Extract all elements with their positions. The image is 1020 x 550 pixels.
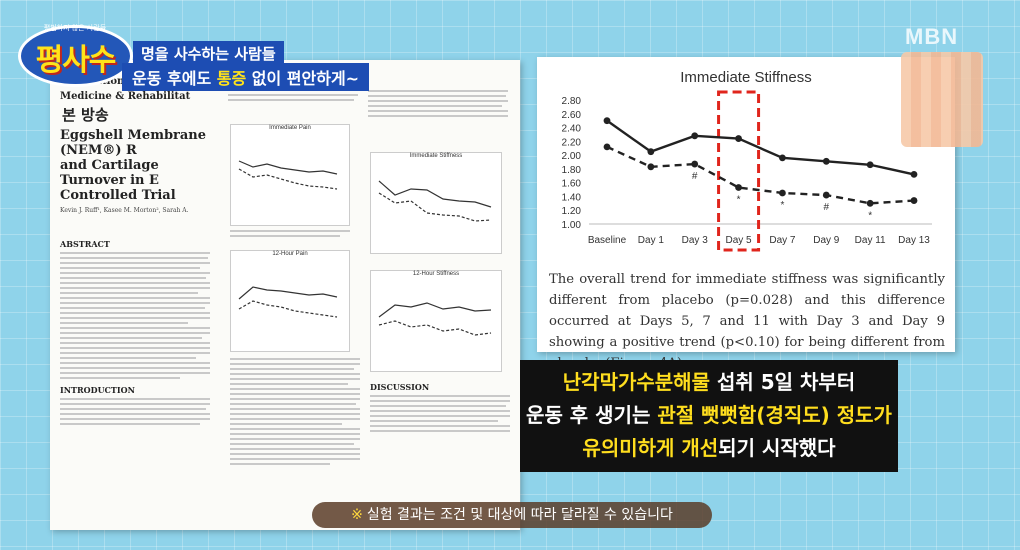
abstract-heading: ABSTRACT bbox=[60, 239, 110, 249]
y-tick-label: 2.80 bbox=[562, 96, 582, 107]
series-2-point bbox=[647, 163, 655, 171]
x-tick-label: Day 9 bbox=[813, 235, 840, 246]
paper-title-line2: and Cartilage Turnover in E bbox=[60, 158, 159, 188]
x-tick-label: Day 3 bbox=[682, 235, 709, 246]
discussion-heading: DISCUSSION bbox=[370, 382, 430, 392]
logo-text: 평사수 bbox=[35, 43, 117, 78]
series-2-point bbox=[691, 160, 699, 168]
mini-chart-title: 12-Hour Stiffness bbox=[412, 271, 460, 277]
notice-icon: ※ bbox=[351, 507, 363, 523]
chart-caption: The overall trend for immediate stiffnes… bbox=[549, 272, 945, 371]
research-paper-page: International Journal of Medicine & Reha… bbox=[50, 60, 520, 530]
x-tick-label: Day 5 bbox=[726, 235, 753, 246]
chart-title: Immediate Stiffness bbox=[680, 69, 812, 86]
series-1-point bbox=[735, 135, 742, 142]
y-tick-label: 2.00 bbox=[562, 151, 582, 162]
mini-chart-title: Immediate Pain bbox=[269, 125, 311, 131]
mini-chart-lines bbox=[378, 302, 492, 336]
subtitle-box: 난각막가수분해물 섭취 5일 차부터 운동 후 생기는 관절 뻣뻣함(경직도) … bbox=[520, 360, 898, 472]
mini-chart-title: Immediate Stiffness bbox=[409, 153, 463, 159]
series-1-point bbox=[822, 157, 830, 165]
series-2-point bbox=[779, 189, 786, 197]
mini-chart-lines bbox=[238, 286, 338, 318]
paper-title-line3: Controlled Trial bbox=[60, 188, 176, 203]
x-tick-label: Day 1 bbox=[638, 235, 665, 246]
series-1-point bbox=[866, 161, 874, 169]
middle-text-column bbox=[228, 94, 358, 104]
introduction-heading: INTRODUCTION bbox=[60, 385, 135, 395]
mini-chart-lines bbox=[238, 160, 338, 190]
notice-text: 실험 결과는 조건 및 대상에 따라 달라질 수 있습니다 bbox=[366, 507, 673, 523]
introduction-text-lines bbox=[60, 398, 220, 425]
series-2-point bbox=[822, 191, 830, 199]
significance-marker: # bbox=[824, 202, 830, 213]
discussion-section: DISCUSSION bbox=[370, 376, 510, 435]
series-2-point bbox=[866, 199, 874, 207]
logo-badge bbox=[18, 25, 133, 87]
series-1-point bbox=[603, 117, 611, 125]
series-1-point bbox=[647, 148, 655, 156]
subtitle-line2-highlight: 관절 뻣뻣함(경직도) 정도가 bbox=[657, 403, 892, 427]
subtitle-line1-rest: 섭취 5일 차부터 bbox=[709, 370, 856, 394]
subtitle-line3-highlight: 유의미하게 개선 bbox=[582, 436, 719, 460]
paper-authors: Kevin J. Ruff¹, Kasee M. Morton², Sarah … bbox=[60, 207, 189, 214]
journal-name-line2: Medicine & Rehabilitat bbox=[60, 91, 191, 102]
y-tick-label: 1.80 bbox=[562, 165, 582, 176]
x-tick-label: Day 7 bbox=[769, 235, 796, 246]
series-2-point bbox=[910, 197, 918, 204]
broadcast-stamp: 본 방송 bbox=[62, 106, 109, 124]
series-2-point bbox=[603, 143, 611, 151]
y-tick-label: 2.40 bbox=[562, 124, 582, 135]
abstract-text-lines bbox=[60, 252, 220, 379]
disclaimer-notice: ※ 실험 결과는 조건 및 대상에 따라 달라질 수 있습니다 bbox=[312, 502, 712, 528]
y-tick-label: 1.00 bbox=[562, 220, 582, 231]
x-tick-label: Baseline bbox=[588, 235, 627, 246]
day5-highlight-box bbox=[717, 90, 761, 252]
mini-chart-title: 12-Hour Pain bbox=[272, 251, 308, 257]
x-tick-label: Day 13 bbox=[898, 235, 930, 246]
show-logo: 평사수 평범하지 않은 사람들 bbox=[18, 24, 133, 93]
broadcaster-logo: MBN bbox=[905, 24, 959, 49]
y-tick-label: 2.20 bbox=[562, 137, 582, 148]
middle-text-block-1 bbox=[230, 230, 350, 240]
mini-chart-immediate-stiffness: Immediate Stiffness bbox=[370, 152, 502, 254]
mini-chart-lines bbox=[378, 180, 492, 222]
subtitle-line3: 유의미하게 개선되기 시작했다 bbox=[520, 432, 898, 465]
series-line-1 bbox=[606, 119, 915, 176]
subtitle-line3-rest: 되기 시작했다 bbox=[718, 436, 836, 460]
subtitle-line1-highlight: 난각막가수분해물 bbox=[562, 370, 710, 394]
mini-chart-immediate-pain: Immediate Pain bbox=[230, 124, 350, 226]
y-tick-label: 1.60 bbox=[562, 179, 582, 190]
significance-marker: # bbox=[692, 171, 698, 182]
significance-marker: * bbox=[868, 210, 872, 221]
headline-line1: 명을 사수하는 사람들 bbox=[133, 41, 284, 66]
significance-marker: * bbox=[780, 200, 784, 211]
y-tick-label: 1.40 bbox=[562, 192, 582, 203]
paper-title-line1: Eggshell Membrane (NEM®) R bbox=[60, 128, 207, 158]
subtitle-line2-start: 운동 후 생기는 bbox=[526, 403, 658, 427]
series-line-2 bbox=[606, 145, 915, 205]
middle-text-block-2 bbox=[230, 358, 360, 468]
headline-line2: 운동 후에도 통증 없이 편안하게~ bbox=[122, 63, 370, 91]
significance-marker: * bbox=[737, 194, 741, 205]
chart-panel: Immediate Stiffness 2.80 2.60 2.40 2.20 2.00… bbox=[537, 57, 955, 371]
series-1-point bbox=[779, 154, 786, 162]
subtitle-line1: 난각막가수분해물 섭취 5일 차부터 bbox=[520, 366, 898, 399]
logo-tagline: 평범하지 않은 사람들 bbox=[43, 24, 107, 32]
y-tick-label: 1.20 bbox=[562, 206, 582, 217]
series-2-point bbox=[735, 184, 742, 191]
headline-line2-highlight: 통증 bbox=[216, 69, 247, 88]
x-tick-label: Day 11 bbox=[855, 235, 886, 246]
blurred-product-mosaic bbox=[901, 52, 983, 147]
mini-chart-12hour-pain: 12-Hour Pain bbox=[230, 250, 350, 352]
headline-line2-part1: 운동 후에도 bbox=[132, 69, 217, 88]
y-tick-label: 2.60 bbox=[562, 110, 582, 121]
line-chart: 2.80 2.60 2.40 2.20 2.00 1.80 1.60 1.40 1.20 1.00… bbox=[562, 90, 932, 252]
mini-chart-12hour-stiffness: 12-Hour Stiffness bbox=[370, 270, 502, 372]
series-1-point bbox=[691, 132, 699, 140]
subtitle-line2: 운동 후 생기는 관절 뻣뻣함(경직도) 정도가 bbox=[520, 399, 898, 432]
headline-line2-part2: 없이 편안하게~ bbox=[246, 69, 360, 88]
right-text-block-1 bbox=[368, 90, 508, 120]
series-1-point bbox=[910, 171, 918, 178]
